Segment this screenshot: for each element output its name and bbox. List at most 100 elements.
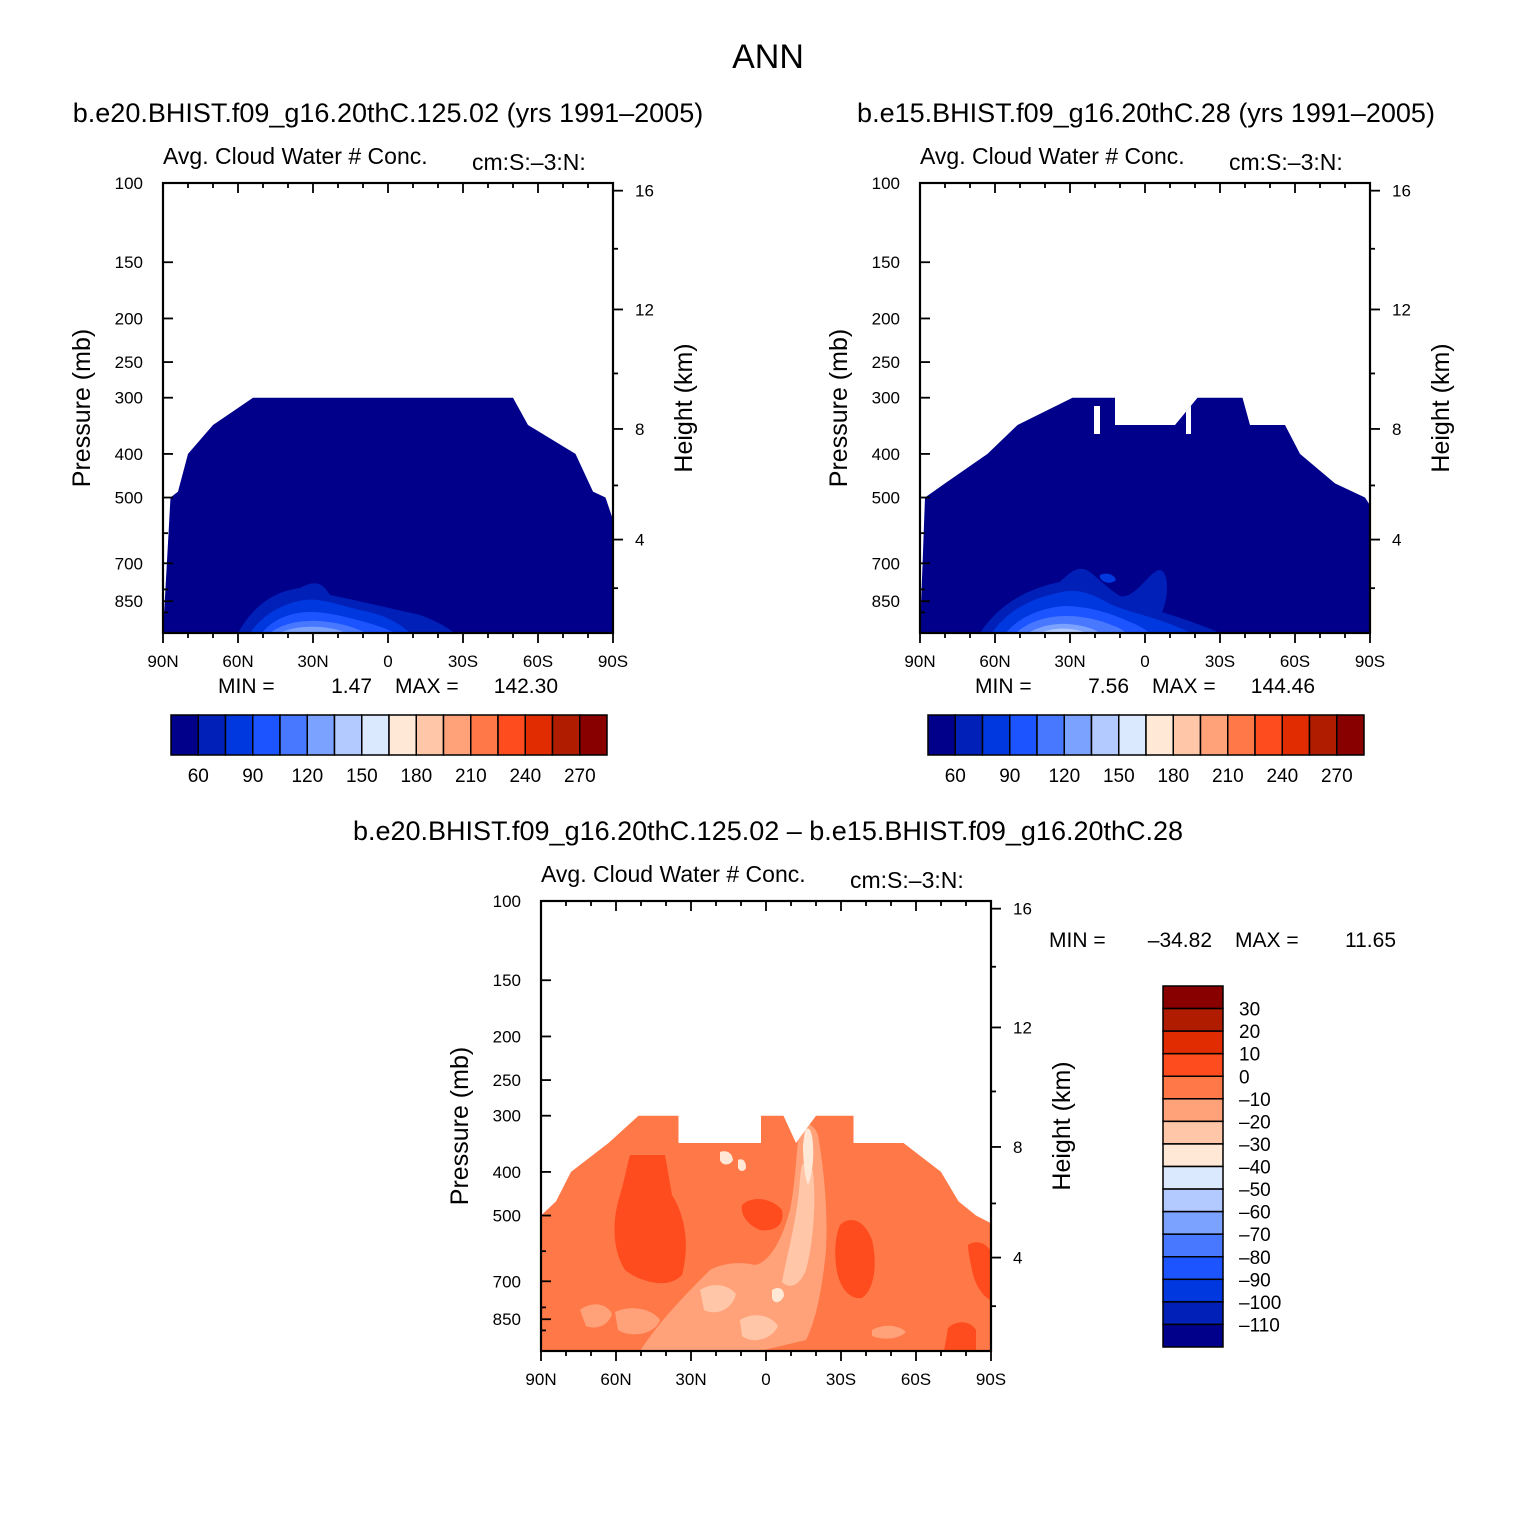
- pressure-tick-label: 500: [115, 489, 143, 508]
- lat-tick-label: 0: [761, 1370, 770, 1389]
- colorbar-swatch: [579, 714, 608, 756]
- colorbar-swatch: [1162, 985, 1224, 1010]
- panel-test-right-axis: 16 12 8 4: [613, 182, 654, 590]
- colorbar-swatch: [388, 714, 417, 756]
- height-tick-label: 8: [1392, 420, 1401, 439]
- colorbar-swatch: [1145, 714, 1174, 756]
- panel-control-max-value: 144.46: [1251, 675, 1315, 698]
- colorbar-label: 120: [1048, 766, 1080, 787]
- colorbar-swatch: [1162, 1210, 1224, 1235]
- colorbar-label: 120: [291, 766, 323, 787]
- panel-control-x-axis: 90N 60N 30N 0 30S 60S 90S: [904, 183, 1385, 671]
- height-tick-label: 12: [1392, 300, 1411, 319]
- colorbar-label: –80: [1239, 1248, 1271, 1269]
- panel-difference-ylabel-right: Height (km): [1048, 1061, 1076, 1190]
- colorbar-swatch: [497, 714, 526, 756]
- colorbar-label: 60: [188, 766, 209, 787]
- pressure-tick-label: 850: [115, 592, 143, 611]
- pressure-tick-label: 400: [493, 1163, 521, 1182]
- colorbar-swatch: [470, 714, 499, 756]
- lat-tick-label: 90S: [598, 652, 628, 671]
- colorbar-label: –30: [1239, 1135, 1271, 1156]
- pressure-tick-label: 850: [493, 1310, 521, 1329]
- lat-tick-label: 60N: [222, 652, 253, 671]
- colorbar-label: –90: [1239, 1270, 1271, 1291]
- panel-test-blob-5: [280, 626, 346, 633]
- colorbar-label: 180: [1157, 766, 1189, 787]
- lat-tick-label: 30N: [675, 1370, 706, 1389]
- colorbar-label: 270: [1321, 766, 1353, 787]
- panel-test-variable-label: Avg. Cloud Water # Conc.: [163, 143, 428, 169]
- panel-control-case-title: b.e15.BHIST.f09_g16.20thC.28 (yrs 1991–2…: [857, 98, 1435, 128]
- colorbar-swatch: [1162, 1188, 1224, 1213]
- panel-test-min-value: 1.47: [331, 675, 372, 698]
- panel-control-ylabel-right: Height (km): [1427, 343, 1455, 472]
- colorbar-swatch: [551, 714, 581, 756]
- panel-difference-dark-region-2: [741, 1198, 783, 1231]
- colorbar-swatch: [1162, 1278, 1224, 1303]
- panel-difference-light-region-4: [872, 1325, 906, 1339]
- colorbar-swatch: [1036, 714, 1065, 756]
- panel-test: b.e20.BHIST.f09_g16.20thC.125.02 (yrs 19…: [68, 98, 703, 787]
- colorbar-swatch: [1162, 1075, 1224, 1100]
- panel-difference-left-axis: 100 150 200 250 300 400 500 700 850: [493, 892, 551, 1352]
- pressure-tick-label: 100: [872, 174, 900, 193]
- colorbar-swatch: [1336, 714, 1365, 756]
- colorbar-label: –20: [1239, 1112, 1271, 1133]
- panel-control-gap-1: [1094, 406, 1100, 434]
- panel-control-units-label: cm:S:–3:N:: [1229, 149, 1343, 175]
- height-tick-label: 4: [635, 531, 644, 550]
- panel-control-gap-2: [1186, 406, 1191, 434]
- colorbar-label: 30: [1239, 1000, 1260, 1021]
- colorbar-label: –70: [1239, 1225, 1271, 1246]
- colorbar-label: 240: [1266, 766, 1298, 787]
- colorbar-label: 0: [1239, 1067, 1250, 1088]
- colorbar-swatch: [954, 714, 984, 756]
- colorbar-swatch: [333, 714, 363, 756]
- panel-control-min-value: 7.56: [1088, 675, 1129, 698]
- colorbar-label: 90: [242, 766, 263, 787]
- pressure-tick-label: 150: [872, 253, 900, 272]
- lat-tick-label: 60S: [1280, 652, 1310, 671]
- colorbar-swatch: [415, 714, 445, 756]
- colorbar-label: –50: [1239, 1180, 1271, 1201]
- panel-control-left-axis: 100 150 200 250 300 400 500 700 850: [872, 174, 930, 634]
- colorbar-label: 90: [999, 766, 1020, 787]
- pressure-tick-label: 300: [493, 1107, 521, 1126]
- panel-test-max-value: 142.30: [494, 675, 558, 698]
- lat-tick-label: 30N: [1054, 652, 1085, 671]
- lat-tick-label: 0: [1140, 652, 1149, 671]
- panel-test-max-label: MAX =: [395, 675, 459, 698]
- panel-difference-units-label: cm:S:–3:N:: [850, 867, 964, 893]
- pressure-tick-label: 500: [493, 1207, 521, 1226]
- panel-difference-dark-region-5: [944, 1322, 976, 1351]
- colorbar-swatch: [1162, 1143, 1224, 1168]
- lat-tick-label: 90S: [1355, 652, 1385, 671]
- colorbar-label: 270: [564, 766, 596, 787]
- panel-difference-dark-region-4: [968, 1242, 990, 1300]
- colorbar-swatch: [1162, 1030, 1224, 1055]
- panel-difference-right-axis: 16 12 8 4: [991, 900, 1032, 1308]
- colorbar-swatch: [524, 714, 554, 756]
- panel-difference-field: [541, 1115, 991, 1351]
- colorbar-label: 60: [945, 766, 966, 787]
- colorbar-swatch: [1172, 714, 1202, 756]
- pressure-tick-label: 200: [115, 309, 143, 328]
- lat-tick-label: 60N: [979, 652, 1010, 671]
- panel-difference-min-label: MIN =: [1049, 929, 1106, 952]
- height-tick-label: 16: [1013, 900, 1032, 919]
- panel-control-ylabel: Pressure (mb): [825, 329, 853, 487]
- panel-test-left-axis: 100 150 200 250 300 400 500 700 850: [115, 174, 173, 634]
- colorbar-label: 240: [509, 766, 541, 787]
- colorbar-swatch: [252, 714, 281, 756]
- colorbar-swatch: [1090, 714, 1120, 756]
- panel-test-min-label: MIN =: [218, 675, 275, 698]
- colorbar-swatch: [1118, 714, 1147, 756]
- colorbar-swatch: [981, 714, 1011, 756]
- panel-difference-lightest-region-2: [720, 1151, 733, 1165]
- colorbar-label: –100: [1239, 1293, 1281, 1314]
- colorbar-swatch: [1162, 1120, 1224, 1145]
- lat-tick-label: 90S: [976, 1370, 1006, 1389]
- panel-difference-light-region-2: [580, 1304, 612, 1328]
